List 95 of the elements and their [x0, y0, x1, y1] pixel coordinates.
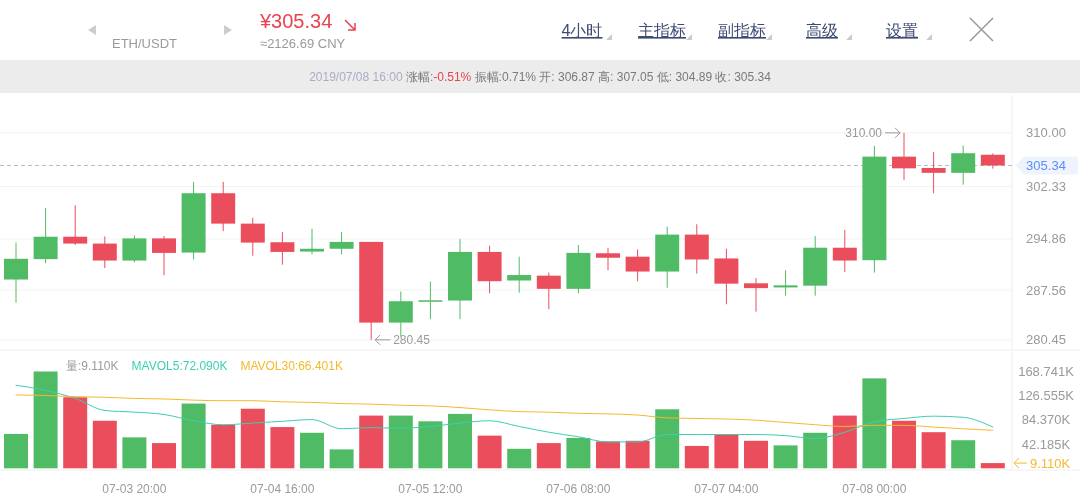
- text: 4小时: [561, 22, 603, 39]
- candlestick: [240, 217, 265, 257]
- candlestick: [507, 256, 532, 294]
- annotation: 310.00: [845, 126, 883, 141]
- candlestick: [536, 272, 561, 310]
- bar: [536, 443, 561, 469]
- candlestick: [892, 132, 916, 181]
- bar: [448, 413, 472, 469]
- text: 高: 307.05: [598, 70, 657, 84]
- annotation: 280.45: [393, 333, 431, 348]
- bar: [773, 445, 798, 469]
- candlestick: [951, 145, 976, 186]
- bar: [596, 441, 620, 469]
- text: 副指标: [718, 22, 766, 39]
- candlestick: [596, 247, 620, 271]
- candlestick: [418, 281, 443, 320]
- bar: [63, 397, 88, 469]
- bar: [566, 437, 591, 469]
- text: 高级: [806, 22, 838, 39]
- bar: [803, 432, 828, 469]
- x-tick-label: 07-07 04:00: [694, 482, 759, 496]
- candlestick: [63, 204, 88, 246]
- line-series: [15, 384, 994, 443]
- bar: [4, 433, 28, 469]
- x-tick-label: 07-06 08:00: [546, 482, 611, 496]
- bar: [507, 448, 532, 469]
- bar: [714, 434, 739, 469]
- bar: [300, 432, 324, 469]
- text: 设置: [886, 22, 918, 39]
- candlestick: [33, 207, 58, 264]
- candlestick: [329, 231, 354, 255]
- bar: [655, 409, 680, 469]
- y-tick-label: 126.555K: [1018, 388, 1075, 404]
- bar: [329, 449, 354, 469]
- text: ≈2126.69 CNY: [260, 36, 346, 51]
- y-tick-label: 42.185K: [1021, 436, 1071, 452]
- bar: [418, 421, 443, 469]
- bar: [240, 408, 265, 469]
- x-tick-label: 07-04 16:00: [250, 482, 315, 496]
- text: MAVOL30:66.401K: [240, 359, 343, 373]
- bar: [388, 415, 413, 469]
- y-tick-label: 84.370K: [1021, 412, 1071, 428]
- candlestick: [92, 235, 117, 269]
- text: 低: 304.89: [656, 70, 716, 84]
- y-tick-label: 310.00: [1026, 125, 1066, 141]
- bar: [122, 437, 147, 469]
- y-tick-label: 287.56: [1026, 282, 1066, 298]
- candlestick: [744, 277, 768, 313]
- candlestick: [300, 228, 324, 255]
- text: ETH/USDT: [112, 36, 178, 51]
- bar: [980, 463, 1005, 469]
- candlestick: [270, 231, 295, 266]
- bar: [684, 445, 709, 469]
- text: 振幅:0.71%: [474, 70, 540, 84]
- bar: [951, 440, 976, 469]
- bar: [832, 415, 857, 469]
- text: ¥305.34: [259, 10, 333, 32]
- y-tick-label: 302.33: [1026, 179, 1066, 195]
- y-tick-label: 294.86: [1026, 231, 1066, 247]
- bar: [270, 427, 295, 469]
- bar: [921, 432, 946, 469]
- text: 开: 306.87: [539, 70, 599, 84]
- candlestick: [773, 269, 798, 297]
- candlestick: [152, 235, 176, 276]
- y-tick-label: 280.45: [1026, 332, 1066, 348]
- y-tick-label: 168.741K: [1018, 364, 1075, 380]
- text: 收: 305.34: [715, 70, 772, 84]
- bar: [862, 378, 887, 469]
- text: MAVOL5:72.090K: [131, 359, 228, 373]
- bar: [211, 424, 236, 469]
- bar: [359, 415, 384, 469]
- candlestick: [625, 248, 650, 282]
- line-series: [15, 394, 994, 431]
- candlestick: [921, 151, 946, 194]
- x-tick-label: 07-05 12:00: [398, 482, 463, 496]
- series-label: 量:9.110K: [66, 359, 119, 373]
- bar: [181, 403, 206, 469]
- text: 9.110K: [1030, 455, 1071, 471]
- ref-line-label: 305.34: [1026, 157, 1066, 173]
- candlestick: [122, 234, 147, 263]
- bar: [625, 440, 650, 469]
- candlestick: [832, 229, 857, 273]
- x-tick-label: 07-08 00:00: [842, 482, 907, 496]
- text: 主指标: [638, 22, 686, 39]
- bar: [892, 420, 916, 469]
- candlestick: [4, 242, 28, 304]
- bar: [92, 420, 117, 469]
- candlestick: [388, 291, 413, 337]
- bar: [152, 443, 176, 469]
- text: 涨幅:-0.51%: [405, 70, 475, 84]
- bar: [33, 371, 58, 469]
- x-tick-label: 07-03 20:00: [102, 482, 167, 496]
- bar: [477, 435, 502, 469]
- text: 2019/07/08 16:00: [309, 70, 406, 84]
- bar: [744, 440, 768, 469]
